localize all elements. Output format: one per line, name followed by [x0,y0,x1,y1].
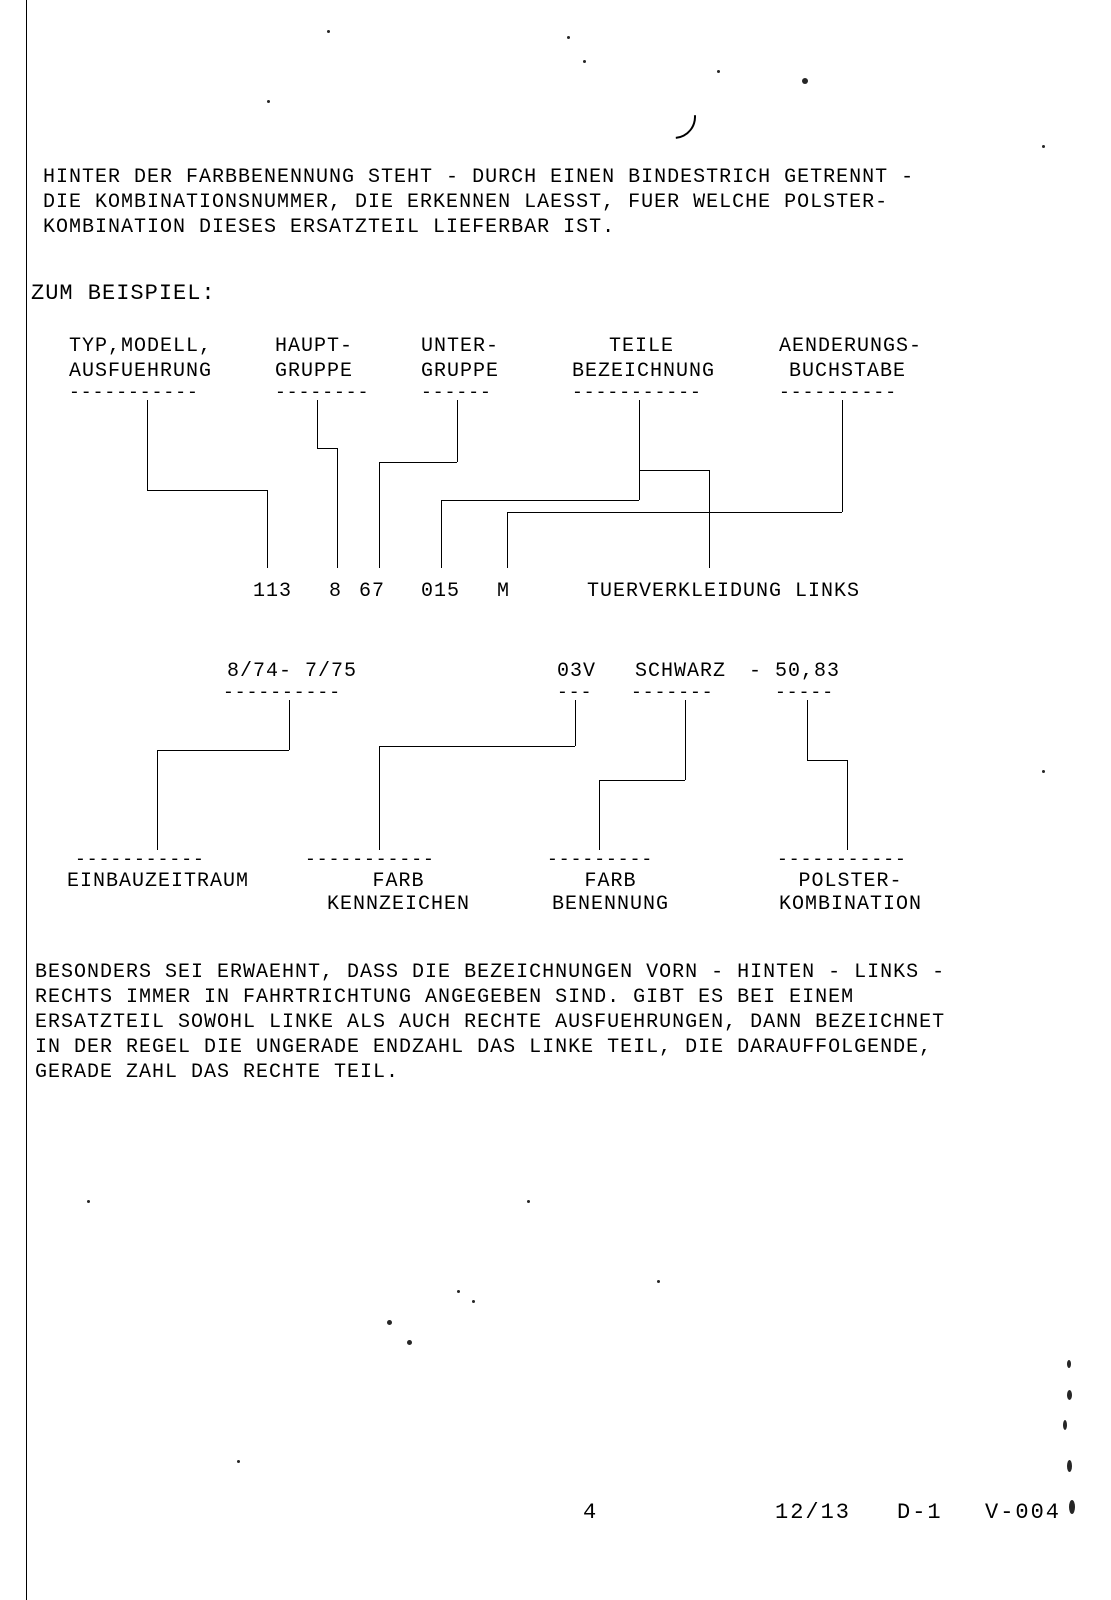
noise-speck [407,1340,412,1345]
line [379,462,380,568]
line [639,470,709,471]
line [575,700,576,746]
line [507,512,508,568]
line [807,760,847,761]
ftr-farbben: FARB BENENNUNG [552,870,669,916]
noise-speck [1069,1500,1075,1514]
val-aender: M [497,580,510,603]
line [847,760,848,850]
val-haupt: 8 [329,580,342,603]
val-unter: 67 [359,580,385,603]
bottom-paragraph: BESONDERS SEI ERWAEHNT, DASS DIE BEZEICH… [35,960,945,1085]
line [441,500,442,568]
hdr-unter-l2: GRUPPE [421,360,499,383]
noise-speck [567,36,570,39]
line [317,448,337,449]
line [157,750,158,850]
ftr-polster: POLSTER- KOMBINATION [779,870,922,916]
ftr-farbkenn: FARB KENNZEICHEN [327,870,470,916]
val-farbcode: 03V [557,660,596,683]
noise-speck [1067,1390,1072,1400]
line [639,400,640,500]
hdr-typ-l1: TYP,MODELL, [69,335,212,358]
val-dash: - [749,660,762,683]
val-teile-desc: TUERVERKLEIDUNG LINKS [587,580,860,603]
val-einbau-ul: ---------- [223,683,341,703]
stray-mark [643,86,705,148]
line [457,400,458,462]
hdr-unter-l1: UNTER- [421,335,499,358]
hdr-teile-l2: BEZEICHNUNG [572,360,715,383]
line [379,746,380,850]
line [337,448,338,568]
example-heading: ZUM BEISPIEL: [31,280,216,308]
noise-speck [1063,1420,1067,1430]
line [599,780,600,850]
hdr-haupt-l1: HAUPT- [275,335,353,358]
noise-speck [457,1290,460,1293]
footer-section: 12/13 [775,1500,851,1525]
footer-d: D-1 [897,1500,943,1525]
footer-page: 4 [583,1500,598,1525]
val-farbname-ul: ------- [631,683,714,703]
ftr-ul-0: ----------- [75,850,205,870]
line [147,400,148,490]
noise-speck [1042,770,1045,773]
noise-speck [87,1200,90,1203]
ftr-ul-3: ----------- [777,850,907,870]
hdr-typ-l2: AUSFUEHRUNG [69,360,212,383]
intro-paragraph: HINTER DER FARBBENENNUNG STEHT - DURCH E… [43,165,914,240]
line [685,700,686,780]
noise-speck [387,1320,392,1325]
hdr-aender-l2: BUCHSTABE [789,360,906,383]
noise-speck [717,70,720,73]
line [147,490,267,491]
line [709,470,710,568]
hdr-aender-l1: AENDERUNGS- [779,335,922,358]
val-typ: 113 [253,580,292,603]
line [379,746,575,747]
val-kombi: 50,83 [775,660,840,683]
noise-speck [237,1460,240,1463]
ftr-einbau: EINBAUZEITRAUM [67,870,249,893]
line [507,512,842,513]
page-frame: HINTER DER FARBBENENNUNG STEHT - DURCH E… [26,0,1087,1600]
footer-v: V-004 [985,1500,1061,1525]
line [807,700,808,760]
noise-speck [1067,1460,1072,1472]
noise-speck [1067,1360,1071,1368]
noise-speck [583,60,586,63]
noise-speck [327,30,330,33]
line [317,400,318,448]
noise-speck [802,78,808,84]
val-teile-num: 015 [421,580,460,603]
hdr-haupt-ul: -------- [275,383,369,403]
val-einbau: 8/74- 7/75 [227,660,357,683]
hdr-typ-ul: ----------- [69,383,199,403]
line [599,780,685,781]
ftr-ul-2: --------- [547,850,653,870]
line [379,462,457,463]
noise-speck [527,1200,530,1203]
noise-speck [1042,145,1045,148]
hdr-haupt-l2: GRUPPE [275,360,353,383]
noise-speck [267,100,270,103]
hdr-teile-l1: TEILE [609,335,674,358]
hdr-teile-ul: ----------- [572,383,702,403]
line [842,400,843,512]
val-kombi-ul: ----- [775,683,834,703]
val-farbname: SCHWARZ [635,660,726,683]
line [441,500,639,501]
noise-speck [472,1300,475,1303]
hdr-aender-ul: ---------- [779,383,897,403]
line [157,750,289,751]
noise-speck [657,1280,660,1283]
line [289,700,290,750]
ftr-ul-1: ----------- [305,850,435,870]
line [267,490,268,568]
